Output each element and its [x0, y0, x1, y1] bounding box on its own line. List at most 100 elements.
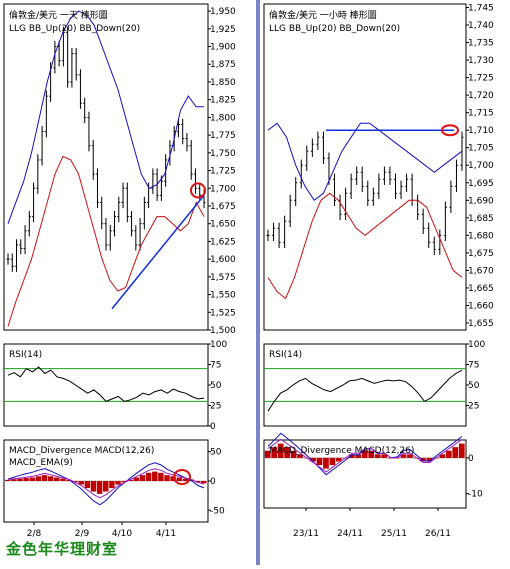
- left-macd-macd-bar: [121, 481, 127, 483]
- left-macd-macd-bar: [182, 478, 189, 481]
- right-macd-macd-bar: [348, 454, 355, 458]
- left-macd-macd-bar: [78, 481, 84, 485]
- left-macd-macd-bar: [60, 478, 66, 481]
- left-x-tick-label: 4/11: [156, 529, 176, 539]
- right-macd-macd-bar: [420, 457, 426, 462]
- right-price-tick-label: 1,725: [468, 74, 494, 84]
- right-macd-tick-label: 0: [468, 454, 474, 464]
- left-macd-macd-line: [7, 462, 205, 506]
- right-price-tick-label: 1,695: [468, 179, 494, 189]
- left-rsi-frame: [3, 343, 209, 427]
- left-x-tick-label: 2/9: [75, 529, 90, 539]
- left-price-tick-label: 1,500: [210, 326, 236, 336]
- right-highlight-circle: [441, 124, 459, 137]
- left-macd-macd-bar: [47, 476, 54, 481]
- left-rsi-tick-label: 75: [210, 361, 221, 371]
- right-price-bb-up-line: [267, 122, 463, 202]
- left-rsi-tick-label: 100: [210, 340, 227, 350]
- right-rsi-title: RSI(14): [269, 350, 302, 360]
- left-macd-macd-bar: [145, 472, 152, 481]
- right-price-tick-label: 1,745: [468, 4, 494, 14]
- right-macd-macd-bar: [323, 457, 329, 469]
- left-macd-macd-bar: [158, 472, 164, 481]
- right-x-tick-label: 26/11: [425, 529, 451, 539]
- right-price-frame: [263, 3, 467, 331]
- left-price-bb-up-line: [7, 10, 204, 224]
- left-price-tick-label: 1,625: [210, 237, 236, 247]
- right-macd-macd-bar: [407, 454, 413, 458]
- left-macd-macd-bar: [11, 479, 17, 481]
- left-macd-macd-bar: [127, 479, 133, 481]
- right-rsi-tick-label: 25: [468, 402, 479, 412]
- left-rsi-tick-label: 25: [210, 402, 221, 412]
- left-x-tick-label: 4/10: [112, 529, 132, 539]
- left-price-tick-label: 1,525: [210, 308, 236, 318]
- left-macd-macd-bar: [109, 481, 115, 489]
- left-macd-macd-bar: [23, 478, 29, 481]
- right-price-bb-down-line: [267, 192, 463, 300]
- right-macd-title: MACD_Divergence MACD(12,26): [269, 446, 414, 456]
- left-price-tick-label: 1,750: [210, 149, 236, 159]
- right-macd-macd-bar: [336, 457, 342, 462]
- right-price-tick-label: 1,705: [468, 144, 494, 154]
- right-price-tick-label: 1,730: [468, 56, 494, 66]
- left-price-tick-label: 1,675: [210, 202, 236, 212]
- right-x-tick-label: 23/11: [293, 529, 319, 539]
- left-price-tick-label: 1,825: [210, 96, 236, 106]
- left-macd-macd-bar: [17, 478, 23, 481]
- left-price-tick-label: 1,800: [210, 113, 236, 123]
- left-macd-macd-bar: [103, 481, 109, 492]
- left-macd-macd-bar: [194, 481, 201, 483]
- left-price-bb-down-line: [7, 155, 205, 327]
- left-macd-title2: MACD_EMA(9): [9, 458, 73, 468]
- right-macd-macd-ema-line: [267, 438, 463, 473]
- right-price-tick-label: 1,680: [468, 231, 494, 241]
- right-rsi-tick-label: 75: [468, 361, 479, 371]
- left-price-tick-label: 1,925: [210, 25, 236, 35]
- right-macd-macd-bar: [426, 457, 433, 462]
- left-macd-macd-bar: [72, 481, 78, 483]
- left-price-tick-label: 1,550: [210, 291, 236, 301]
- right-price-tick-label: 1,665: [468, 284, 494, 294]
- left-trend-line: [111, 194, 205, 310]
- left-macd-macd-bar: [66, 479, 72, 481]
- right-price-title: 倫敦金/美元 一小時 棒形圖: [269, 9, 377, 21]
- left-macd-macd-bar: [35, 476, 42, 481]
- left-macd-tick-label: 0: [210, 477, 216, 487]
- right-macd-macd-bar: [381, 454, 388, 458]
- left-price-tick-label: 1,950: [210, 7, 236, 17]
- right-macd-macd-bar: [290, 450, 297, 458]
- right-price-tick-label: 1,660: [468, 301, 494, 311]
- left-price-tick-label: 1,725: [210, 167, 236, 177]
- left-macd-macd-bar: [115, 481, 121, 485]
- left-macd-macd-bar: [96, 481, 103, 494]
- left-macd-macd-bar: [176, 477, 182, 481]
- right-price-tick-label: 1,675: [468, 249, 494, 259]
- right-macd-macd-bar: [452, 447, 459, 458]
- right-price-tick-label: 1,715: [468, 109, 494, 119]
- left-price-tick-label: 1,600: [210, 255, 236, 265]
- right-macd-macd-bar: [310, 457, 316, 462]
- right-macd-tick-label: -10: [468, 490, 483, 500]
- right-macd-macd-bar: [316, 457, 323, 466]
- right-x-tick-label: 24/11: [337, 529, 363, 539]
- left-macd-macd-bar: [152, 471, 158, 481]
- left-price-tick-label: 1,775: [210, 131, 236, 141]
- panel-divider: [256, 0, 260, 565]
- right-macd-macd-bar: [297, 454, 303, 458]
- left-rsi-tick-label: 0: [210, 422, 216, 432]
- right-rsi-tick-label: 100: [468, 340, 485, 350]
- right-price-tick-label: 1,700: [468, 161, 494, 171]
- right-macd-macd-bar: [271, 447, 278, 458]
- watermark-text: 金色年华理财室: [6, 540, 119, 558]
- left-macd-macd-bar: [5, 479, 11, 481]
- right-macd-macd-bar: [458, 443, 465, 458]
- left-price-tick-label: 1,575: [210, 273, 236, 283]
- right-macd-macd-bar: [284, 447, 291, 458]
- right-macd-macd-bar: [445, 450, 452, 458]
- right-macd-macd-bar: [277, 443, 284, 458]
- right-price-tick-label: 1,685: [468, 214, 494, 224]
- left-macd-macd-bar: [133, 477, 140, 481]
- right-price-tick-label: 1,690: [468, 196, 494, 206]
